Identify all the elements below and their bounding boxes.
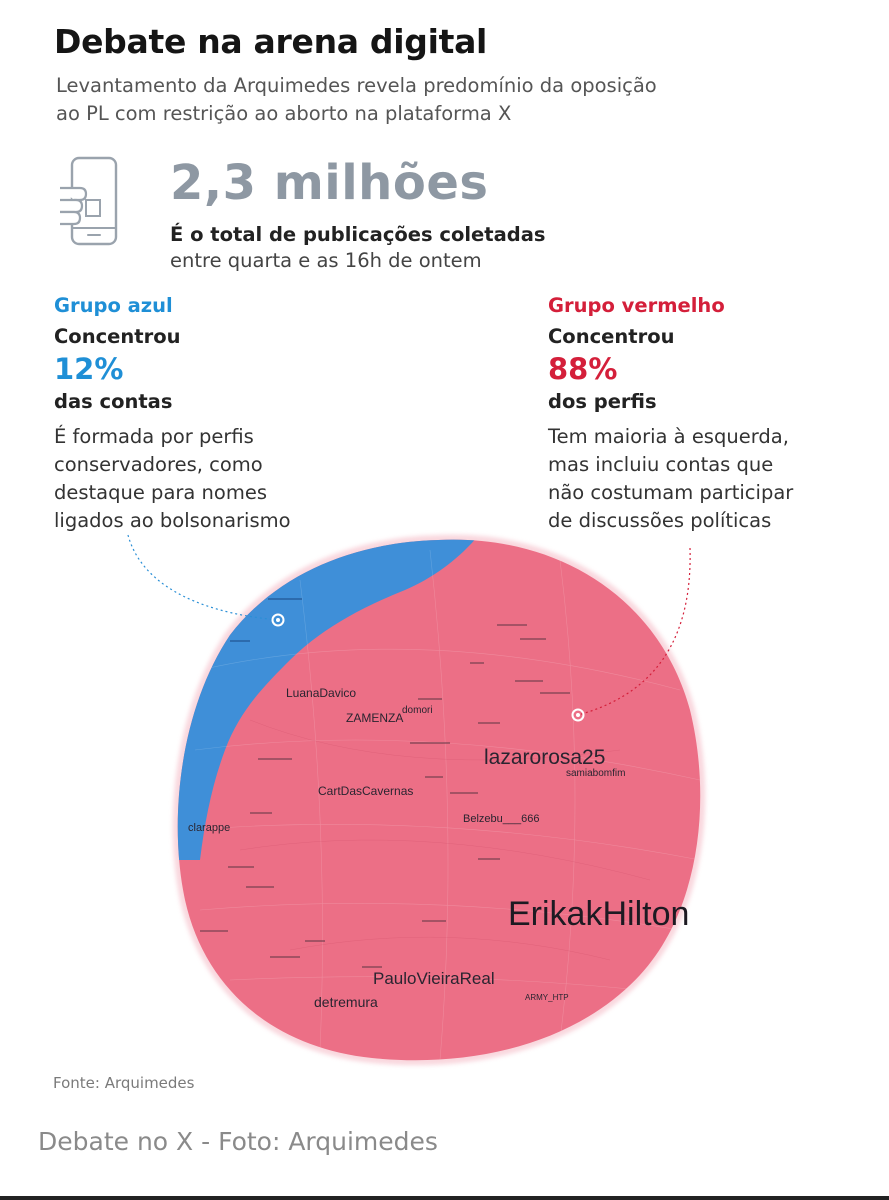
- minor-node-marks: [200, 598, 570, 968]
- blue-group-desc-4: ligados ao bolsonarismo: [54, 509, 291, 532]
- red-group-desc-2: mas incluiu contas que: [548, 453, 774, 476]
- collection-period: entre quarta e as 16h de ontem: [170, 249, 482, 272]
- subtitle-line-1: Levantamento da Arquimedes revela predom…: [56, 74, 657, 97]
- blue-group-desc-1: É formada por perfis: [54, 425, 254, 448]
- node-label-lazarorosa25: lazarorosa25: [484, 746, 606, 769]
- red-group-desc-3: não costumam participar: [548, 481, 794, 504]
- source-credit: Fonte: Arquimedes: [53, 1074, 195, 1092]
- blue-group-desc-3: destaque para nomes: [54, 481, 267, 504]
- red-group-desc-1: Tem maioria à esquerda,: [548, 425, 789, 448]
- node-label-erikakhilton: ErikakHilton: [508, 895, 690, 933]
- node-label-luanadavico: LuanaDavico: [286, 686, 357, 700]
- page-title: Debate na arena digital: [54, 22, 488, 61]
- red-group-percent: 88%: [548, 352, 618, 386]
- subtitle-line-2: ao PL com restrição ao aborto na platafo…: [56, 102, 512, 125]
- blue-group-name: Grupo azul: [54, 294, 173, 317]
- red-group-unit: dos perfis: [548, 390, 657, 413]
- blue-group-percent: 12%: [54, 352, 124, 386]
- photo-caption: Debate no X - Foto: Arquimedes: [38, 1127, 438, 1156]
- node-label-cartdascavernas: CartDasCavernas: [318, 784, 414, 798]
- total-posts-description: É o total de publicações coletadas: [170, 223, 546, 246]
- node-label-zamenza: ZAMENZA: [346, 711, 404, 725]
- blue-group-unit: das contas: [54, 390, 173, 413]
- node-label-belzebu666: Belzebu___666: [463, 813, 540, 825]
- total-posts-value: 2,3 milhões: [170, 155, 489, 211]
- red-group-desc-4: de discussões políticas: [548, 509, 772, 532]
- node-label-army-htp: ARMY_HTP: [525, 993, 569, 1002]
- node-label-domori: domori: [402, 705, 433, 716]
- red-group-label: Concentrou: [548, 325, 675, 348]
- bottom-divider: [0, 1196, 889, 1200]
- node-label-samiabomfim: samiabomfim: [566, 768, 626, 779]
- red-group-name: Grupo vermelho: [548, 294, 725, 317]
- node-label-detremura: detremura: [314, 994, 378, 1010]
- smartphone-hand-icon: [60, 156, 118, 246]
- node-label-clarappe: clarappe: [188, 822, 231, 834]
- blue-group-desc-2: conservadores, como: [54, 453, 263, 476]
- node-label-paulovieirareal: PauloVieiraReal: [373, 969, 495, 988]
- blue-group-label: Concentrou: [54, 325, 181, 348]
